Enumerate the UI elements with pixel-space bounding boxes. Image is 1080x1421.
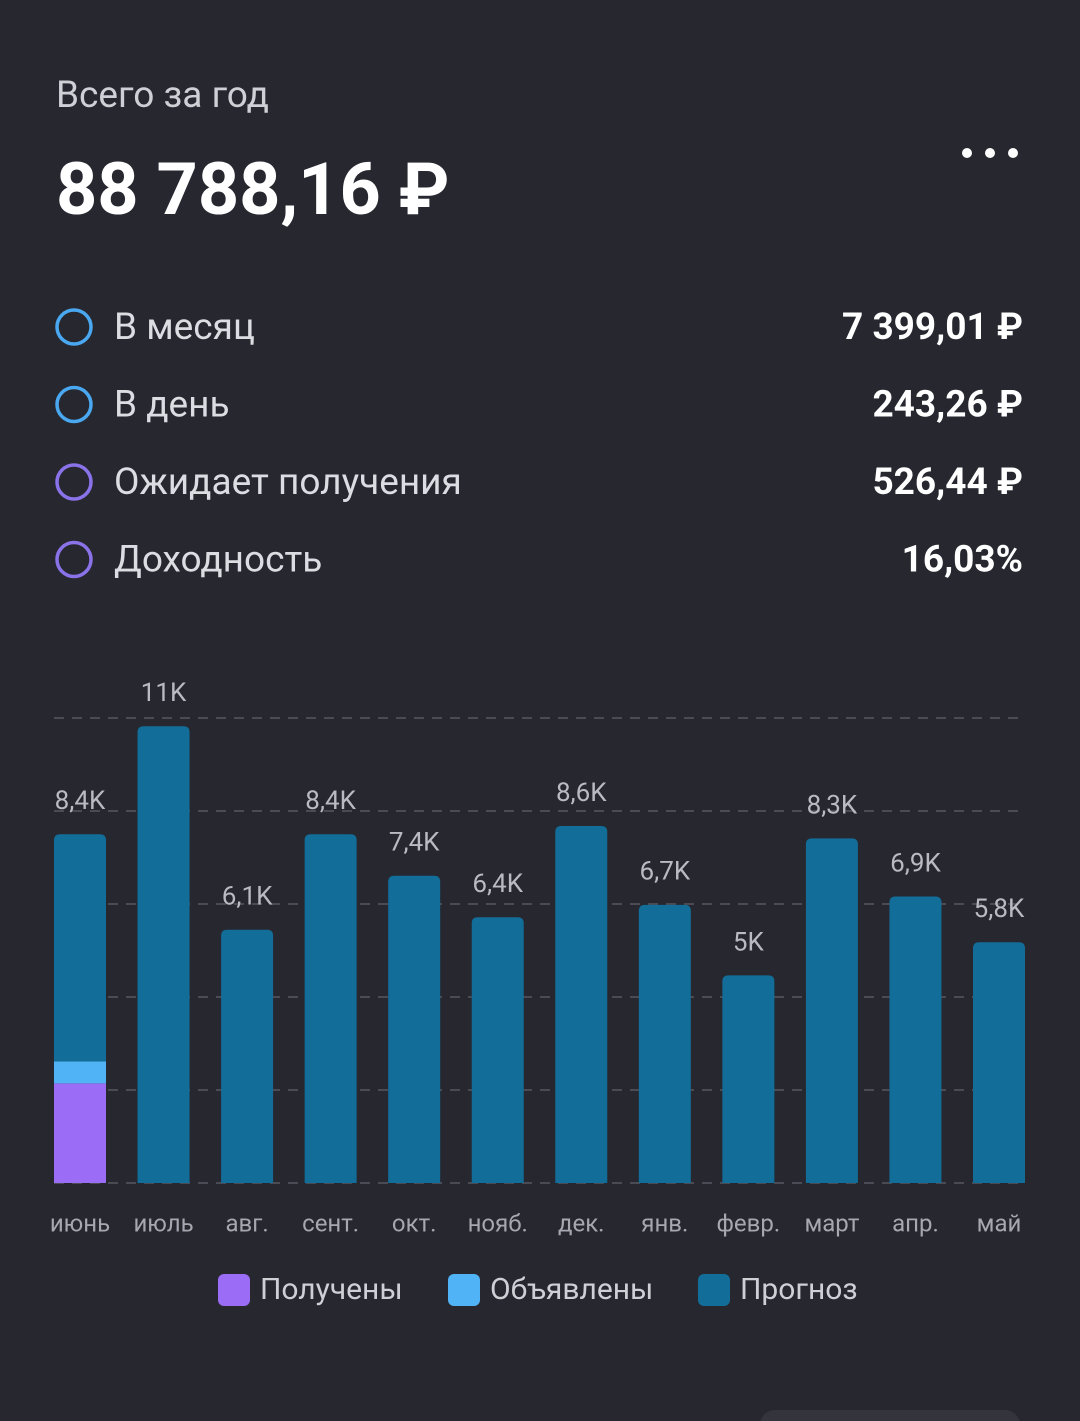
stat-value: 243,26 ₽ xyxy=(872,383,1023,426)
bar-segment xyxy=(973,942,1025,1183)
stat-ring xyxy=(55,540,93,579)
x-tick-label: май xyxy=(977,1209,1022,1237)
x-tick-label: февр. xyxy=(717,1209,781,1237)
x-tick-label: дек. xyxy=(558,1209,605,1237)
bottom-sheet-handle xyxy=(760,1410,1020,1421)
dot xyxy=(985,148,995,158)
bar-segment xyxy=(555,825,608,1183)
stat-label: В день xyxy=(114,383,230,426)
bar-total-label: 8,6K xyxy=(556,778,607,808)
bar-segment xyxy=(54,1061,106,1084)
bar-total-label: 6,7K xyxy=(639,857,690,887)
stat-ring xyxy=(55,385,93,424)
x-tick-label: янв. xyxy=(641,1209,688,1237)
bar-segment xyxy=(388,875,441,1183)
bar-segment xyxy=(137,726,190,1183)
bar-total-label: 8,4K xyxy=(55,786,106,816)
x-tick-label: июнь xyxy=(50,1209,110,1237)
card-title: Всего за год xyxy=(56,74,269,117)
bar-segment xyxy=(54,1083,106,1183)
bar-segment xyxy=(221,929,274,1183)
bar-total-label: 6,4K xyxy=(472,869,523,899)
legend-swatch xyxy=(218,1274,250,1306)
bar-segment xyxy=(304,834,357,1183)
stat-ring xyxy=(55,308,93,346)
x-tick-label: июль xyxy=(133,1209,193,1237)
legend-label: Прогноз xyxy=(740,1272,858,1307)
bar-segment xyxy=(471,917,524,1183)
legend-swatch xyxy=(448,1274,480,1306)
dot xyxy=(1008,148,1018,158)
x-tick-label: сент. xyxy=(302,1209,359,1237)
legend-swatch xyxy=(698,1274,730,1306)
total-amount: 88 788,16 ₽ xyxy=(56,147,449,232)
bar-total-label: 6,1K xyxy=(222,882,273,912)
stat-label: Доходность xyxy=(114,538,322,581)
bar-total-label: 5,8K xyxy=(974,894,1025,924)
x-tick-label: нояб. xyxy=(468,1209,528,1237)
bar-segment xyxy=(638,904,691,1183)
more-button[interactable] xyxy=(962,148,1018,158)
stat-label: В месяц xyxy=(114,306,255,349)
bar-segment xyxy=(889,896,942,1183)
legend-label: Получены xyxy=(260,1272,403,1307)
bar-segment xyxy=(722,975,775,1183)
x-tick-label: авг. xyxy=(225,1209,268,1237)
stat-value: 526,44 ₽ xyxy=(872,461,1023,504)
stat-label: Ожидает получения xyxy=(114,461,462,504)
bar-total-label: 8,3K xyxy=(807,790,858,820)
bar-total-label: 5K xyxy=(733,927,765,957)
bar-total-label: 11K xyxy=(141,678,187,708)
x-tick-label: окт. xyxy=(392,1209,437,1237)
bar-segment xyxy=(805,838,858,1183)
bar-segment xyxy=(54,834,106,1062)
stat-value: 16,03% xyxy=(902,538,1023,581)
stat-value: 7 399,01 ₽ xyxy=(842,306,1023,349)
stat-ring xyxy=(55,463,93,501)
bar-total-label: 7,4K xyxy=(389,828,440,858)
x-tick-label: март xyxy=(804,1209,859,1237)
x-tick-label: апр. xyxy=(892,1209,939,1237)
legend-label: Объявлены xyxy=(490,1272,653,1307)
bar-total-label: 6,9K xyxy=(890,848,941,878)
bar-total-label: 8,4K xyxy=(305,786,356,816)
dot xyxy=(962,148,972,158)
